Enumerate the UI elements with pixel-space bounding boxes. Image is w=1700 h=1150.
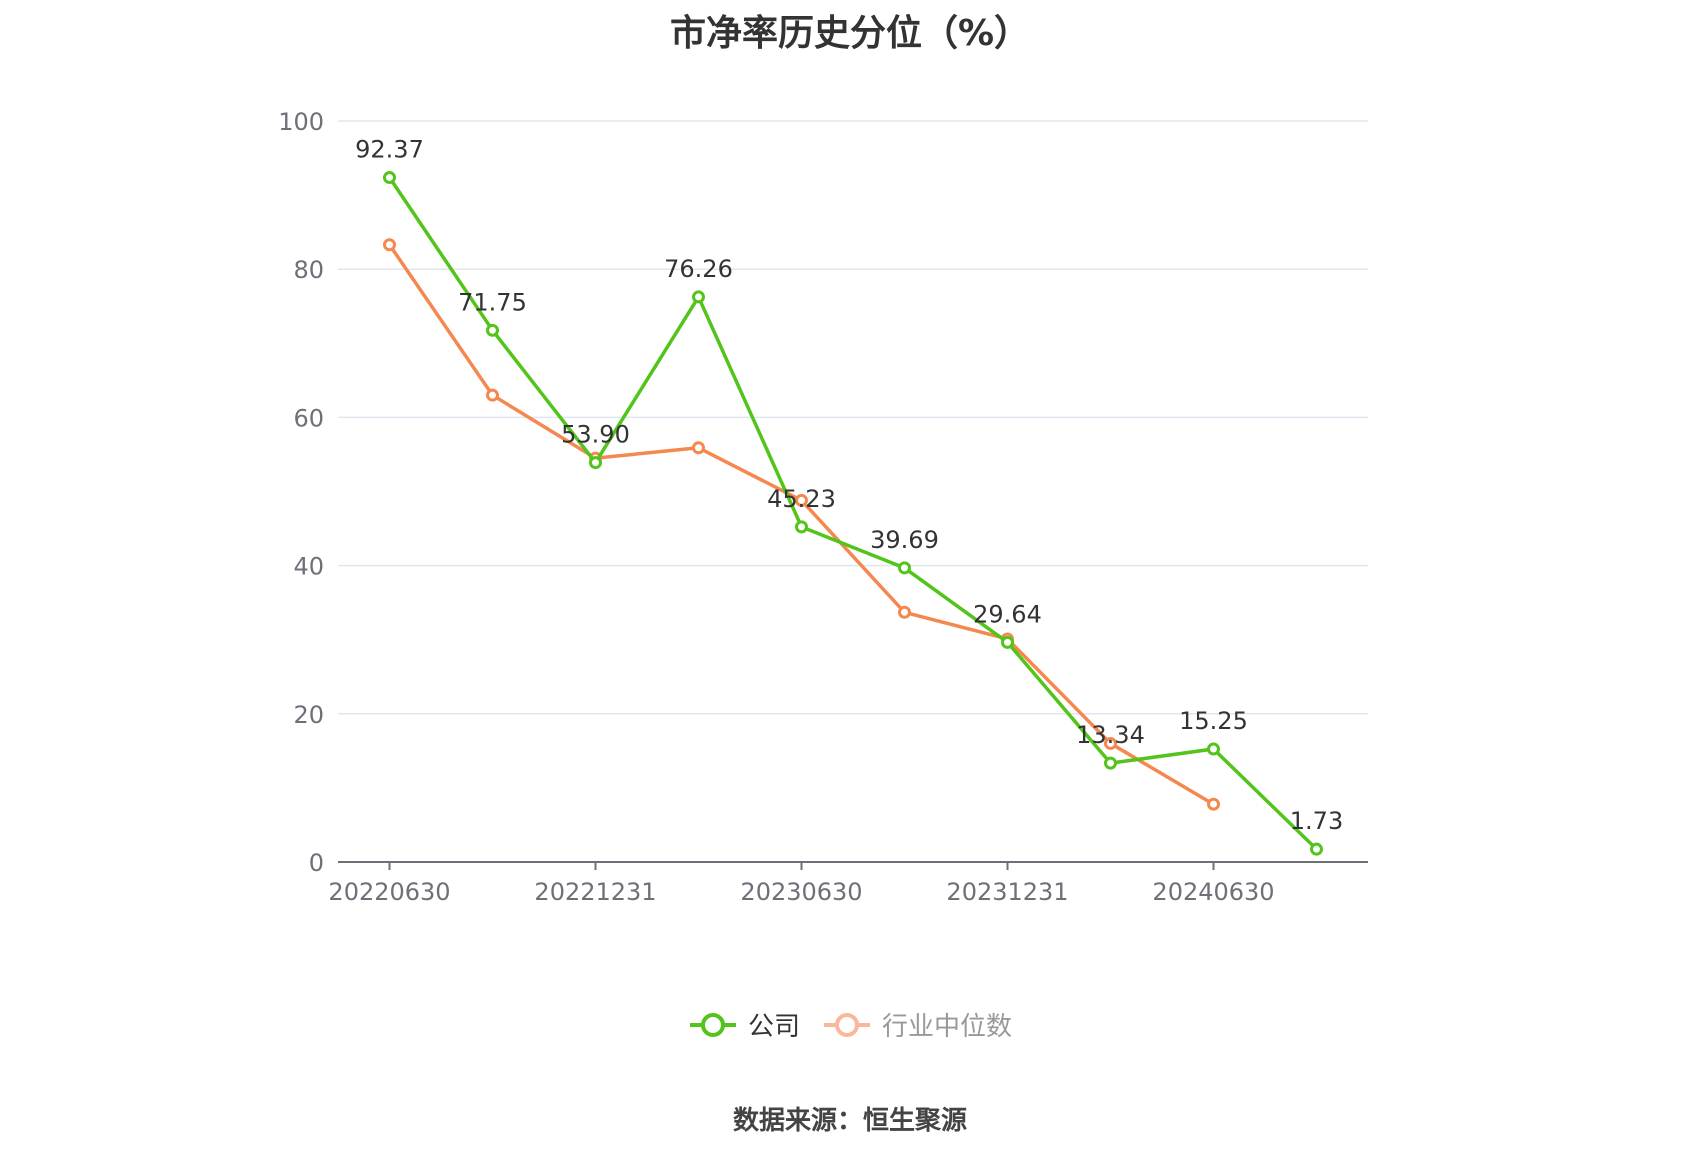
industry-point: [898, 605, 911, 619]
y-tick-label: 40: [293, 553, 324, 581]
series-lines: [383, 171, 1323, 856]
legend-item-industry[interactable]: 行业中位数: [822, 1006, 1012, 1043]
company-series-line: [388, 176, 1318, 851]
industry-point: [795, 493, 808, 507]
industry-point: [383, 238, 396, 252]
y-tick-label: 80: [293, 256, 324, 284]
industry-point: [486, 388, 499, 402]
company-point: [692, 290, 705, 304]
company-data-label: 39.69: [870, 526, 939, 554]
company-data-label: 53.90: [561, 421, 630, 449]
legend-industry-label: 行业中位数: [882, 1012, 1013, 1042]
legend-company-label: 公司: [747, 1012, 800, 1042]
axes: 0 20 40 60 80 100 20220630 20221231 20230630 2023…: [278, 108, 1368, 906]
x-tick-label: 20230630: [740, 878, 862, 906]
y-tick-label: 100: [278, 108, 324, 136]
company-point: [486, 323, 499, 337]
x-tick-label: 20220630: [328, 878, 450, 906]
legend-item-company[interactable]: 公司: [688, 1006, 800, 1043]
industry-point: [1207, 797, 1220, 811]
company-data-label: 13.34: [1076, 721, 1145, 749]
company-data-label: 1.73: [1290, 807, 1343, 835]
company-data-label: 29.64: [973, 600, 1042, 628]
company-data-label: 45.23: [767, 485, 836, 513]
company-point: [795, 520, 808, 534]
y-tick-label: 0: [309, 849, 324, 877]
company-data-label: 92.37: [355, 136, 424, 164]
y-tick-label: 60: [293, 404, 324, 432]
company-point: [1310, 842, 1323, 856]
y-tick-label: 20: [293, 701, 324, 729]
legend: 公司 行业中位数: [0, 1006, 1700, 1043]
data-labels: 92.37 71.75 53.90 76.26 45.23 39.69 29.64 13.34…: [355, 136, 1343, 836]
data-source-note: 数据来源：恒生聚源: [732, 1106, 967, 1136]
company-point: [1207, 742, 1220, 756]
company-data-label: 71.75: [458, 288, 527, 316]
company-data-label: 76.26: [664, 255, 733, 283]
legend-company-line-icon: [689, 1012, 736, 1037]
company-point: [383, 171, 396, 185]
x-tick-label: 20231231: [946, 878, 1068, 906]
company-point: [898, 561, 911, 575]
company-point: [589, 456, 602, 470]
x-tick-label: 20240630: [1152, 878, 1274, 906]
company-point: [1001, 635, 1014, 649]
legend-industry-swatch-marker: [835, 1012, 859, 1037]
legend-industry-line-icon: [824, 1012, 870, 1037]
company-point: [1104, 756, 1117, 770]
grid-lines: [338, 120, 1368, 715]
company-data-label: 15.25: [1179, 707, 1248, 735]
legend-company-swatch-marker: [700, 1012, 725, 1037]
industry-point: [692, 441, 705, 455]
chart-title: 市净率历史分位（%）: [669, 13, 1031, 54]
x-tick-label: 20221231: [534, 878, 656, 906]
industry-point: [1104, 736, 1117, 750]
